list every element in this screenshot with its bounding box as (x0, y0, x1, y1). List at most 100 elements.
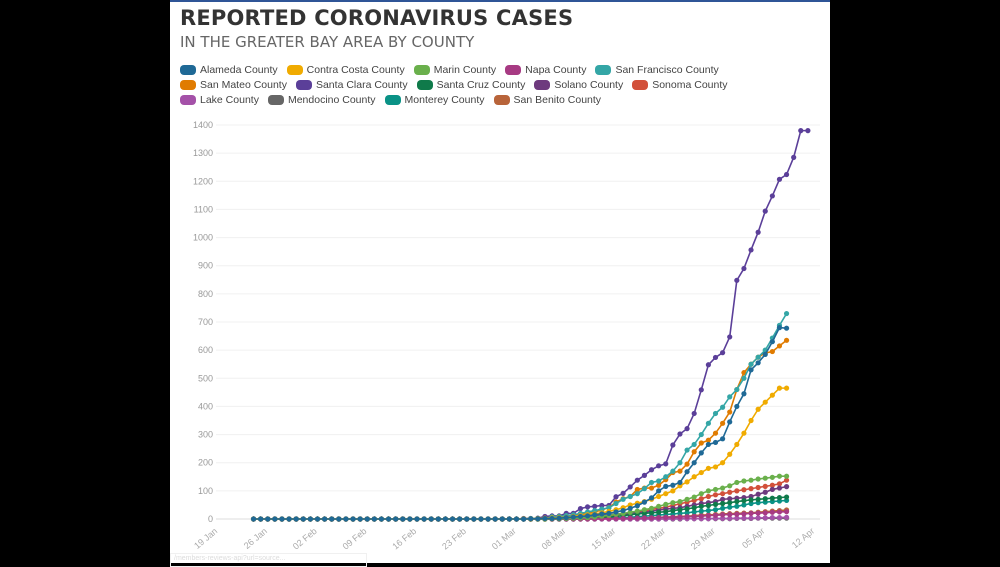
data-point[interactable] (783, 473, 790, 479)
data-point[interactable] (727, 483, 733, 489)
data-point[interactable] (293, 516, 299, 522)
legend-item[interactable]: Napa County (505, 64, 586, 76)
data-point[interactable] (663, 483, 669, 489)
data-point[interactable] (748, 500, 754, 507)
data-point[interactable] (734, 403, 740, 410)
data-point[interactable] (656, 482, 662, 488)
data-point[interactable] (712, 501, 719, 507)
data-point[interactable] (506, 516, 512, 522)
data-point[interactable] (776, 495, 783, 501)
data-point[interactable] (783, 385, 790, 391)
data-point[interactable] (712, 430, 719, 436)
data-point[interactable] (528, 516, 534, 522)
data-point[interactable] (741, 430, 747, 436)
data-point[interactable] (734, 488, 740, 494)
data-point[interactable] (691, 474, 697, 480)
data-point[interactable] (478, 516, 484, 522)
data-point[interactable] (549, 515, 555, 522)
data-point[interactable] (769, 348, 775, 355)
data-point[interactable] (627, 505, 633, 511)
data-point[interactable] (691, 449, 697, 455)
data-point[interactable] (393, 516, 399, 522)
data-point[interactable] (663, 461, 669, 467)
data-point[interactable] (720, 496, 726, 502)
data-point[interactable] (684, 514, 690, 520)
data-point[interactable] (741, 487, 747, 493)
data-point[interactable] (684, 426, 690, 432)
data-point[interactable] (783, 484, 790, 490)
data-point[interactable] (755, 484, 761, 491)
data-point[interactable] (691, 505, 697, 511)
data-point[interactable] (727, 504, 733, 510)
data-point[interactable] (748, 510, 754, 516)
data-point[interactable] (357, 516, 363, 522)
data-point[interactable] (592, 512, 598, 518)
data-point[interactable] (684, 469, 690, 475)
data-point[interactable] (698, 431, 704, 438)
data-point[interactable] (720, 436, 726, 442)
data-point[interactable] (513, 516, 520, 522)
data-point[interactable] (677, 460, 683, 466)
data-point[interactable] (698, 440, 704, 446)
data-point[interactable] (712, 492, 719, 498)
data-point[interactable] (663, 491, 669, 497)
data-point[interactable] (741, 511, 747, 517)
data-point[interactable] (712, 486, 719, 493)
data-point[interactable] (677, 479, 683, 486)
data-point[interactable] (705, 507, 711, 514)
data-point[interactable] (762, 475, 768, 481)
data-point[interactable] (698, 491, 704, 497)
data-point[interactable] (627, 515, 633, 521)
data-point[interactable] (698, 513, 704, 519)
data-point[interactable] (705, 437, 711, 443)
data-point[interactable] (322, 516, 328, 522)
data-point[interactable] (748, 247, 754, 253)
data-point[interactable] (648, 505, 655, 511)
data-point[interactable] (620, 507, 626, 514)
data-point[interactable] (776, 176, 783, 182)
data-point[interactable] (684, 447, 690, 453)
data-point[interactable] (641, 499, 648, 505)
data-point[interactable] (471, 516, 477, 522)
data-point[interactable] (720, 515, 726, 522)
data-point[interactable] (314, 516, 321, 522)
data-point[interactable] (684, 496, 690, 502)
data-point[interactable] (734, 441, 740, 448)
data-point[interactable] (606, 505, 612, 511)
data-point[interactable] (720, 500, 726, 507)
data-point[interactable] (656, 503, 662, 509)
data-point[interactable] (606, 510, 612, 516)
data-point[interactable] (762, 483, 768, 489)
data-point[interactable] (783, 477, 790, 483)
data-point[interactable] (783, 494, 790, 500)
data-point[interactable] (691, 494, 697, 500)
data-point[interactable] (769, 486, 775, 493)
data-point[interactable] (734, 386, 740, 393)
data-point[interactable] (464, 516, 470, 522)
data-point[interactable] (684, 461, 690, 467)
data-point[interactable] (584, 513, 591, 519)
data-point[interactable] (627, 484, 633, 490)
data-point[interactable] (656, 488, 662, 494)
data-point[interactable] (613, 509, 619, 515)
data-point[interactable] (762, 489, 768, 495)
data-point[interactable] (648, 479, 655, 486)
legend-item[interactable]: Mendocino County (267, 94, 376, 106)
data-point[interactable] (627, 509, 633, 515)
data-point[interactable] (698, 450, 704, 456)
data-point[interactable] (734, 479, 740, 486)
data-point[interactable] (755, 476, 761, 482)
data-point[interactable] (584, 504, 591, 510)
data-point[interactable] (648, 515, 655, 521)
data-point[interactable] (428, 516, 434, 522)
legend-item[interactable]: Santa Cruz County (416, 79, 525, 91)
data-point[interactable] (307, 516, 313, 522)
data-point[interactable] (592, 503, 598, 509)
data-point[interactable] (656, 493, 662, 500)
data-point[interactable] (641, 486, 648, 492)
data-point[interactable] (727, 500, 733, 506)
data-point[interactable] (705, 441, 711, 448)
data-point[interactable] (783, 509, 790, 515)
data-point[interactable] (634, 477, 640, 483)
data-point[interactable] (641, 510, 648, 516)
